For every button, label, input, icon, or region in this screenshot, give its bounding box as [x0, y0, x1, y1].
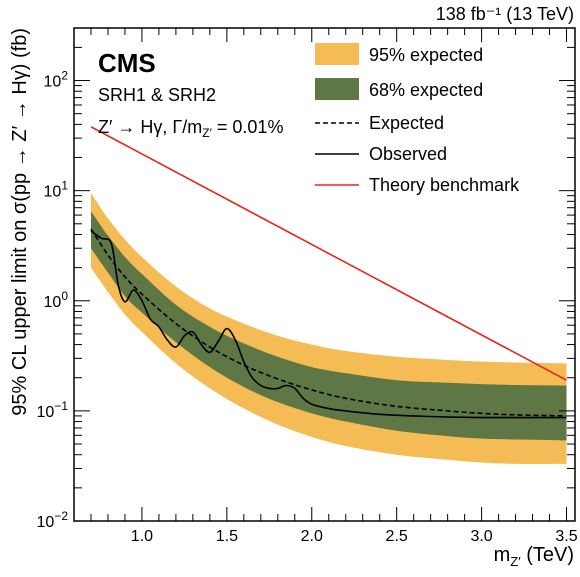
- x-tick-label: 1.5: [216, 528, 238, 545]
- region-label: SRH1 & SRH2: [98, 85, 216, 105]
- expected-bands: [90, 193, 567, 465]
- y-tick-label: 102: [44, 69, 69, 91]
- legend-label-expected: Expected: [369, 113, 444, 133]
- y-axis-title: 95% CL upper limit on σ(pp → Z′ → Hγ) (f…: [9, 28, 31, 416]
- plot-frame: [73, 27, 576, 522]
- legend-label-observed: Observed: [369, 144, 447, 164]
- x-axis-title: mZ′ (TeV): [494, 544, 574, 569]
- band-68-expected: [90, 211, 567, 441]
- x-axis-ticks: 1.0 1.5 2.0 2.5 3.0 3.5: [90, 28, 578, 545]
- y-tick-label: 101: [44, 179, 69, 201]
- expected-limit-line: [90, 228, 567, 417]
- theory-benchmark-line: [90, 126, 567, 381]
- x-tick-label: 1.0: [131, 528, 153, 545]
- experiment-label: CMS: [98, 48, 156, 78]
- y-tick-label: 10−2: [37, 509, 69, 531]
- y-tick-label: 100: [44, 289, 69, 311]
- observed-limit-line: [90, 230, 567, 419]
- legend-swatch-68: [315, 78, 359, 100]
- x-tick-label: 3.0: [470, 528, 492, 545]
- legend-swatch-95: [315, 43, 359, 65]
- x-tick-label: 2.0: [301, 528, 323, 545]
- legend-label-theory: Theory benchmark: [369, 175, 520, 195]
- luminosity-label: 138 fb⁻¹ (13 TeV): [436, 4, 574, 24]
- x-tick-label: 3.5: [555, 528, 577, 545]
- legend-label-68: 68% expected: [369, 80, 483, 100]
- process-label: Z′ → Hγ, Γ/mZ′ = 0.01%: [98, 117, 283, 140]
- x-tick-label: 2.5: [386, 528, 408, 545]
- limit-curves: [90, 126, 567, 419]
- legend: 95% expected 68% expected Expected Obser…: [315, 43, 520, 195]
- y-tick-label: 10−1: [37, 399, 69, 421]
- legend-label-95: 95% expected: [369, 45, 483, 65]
